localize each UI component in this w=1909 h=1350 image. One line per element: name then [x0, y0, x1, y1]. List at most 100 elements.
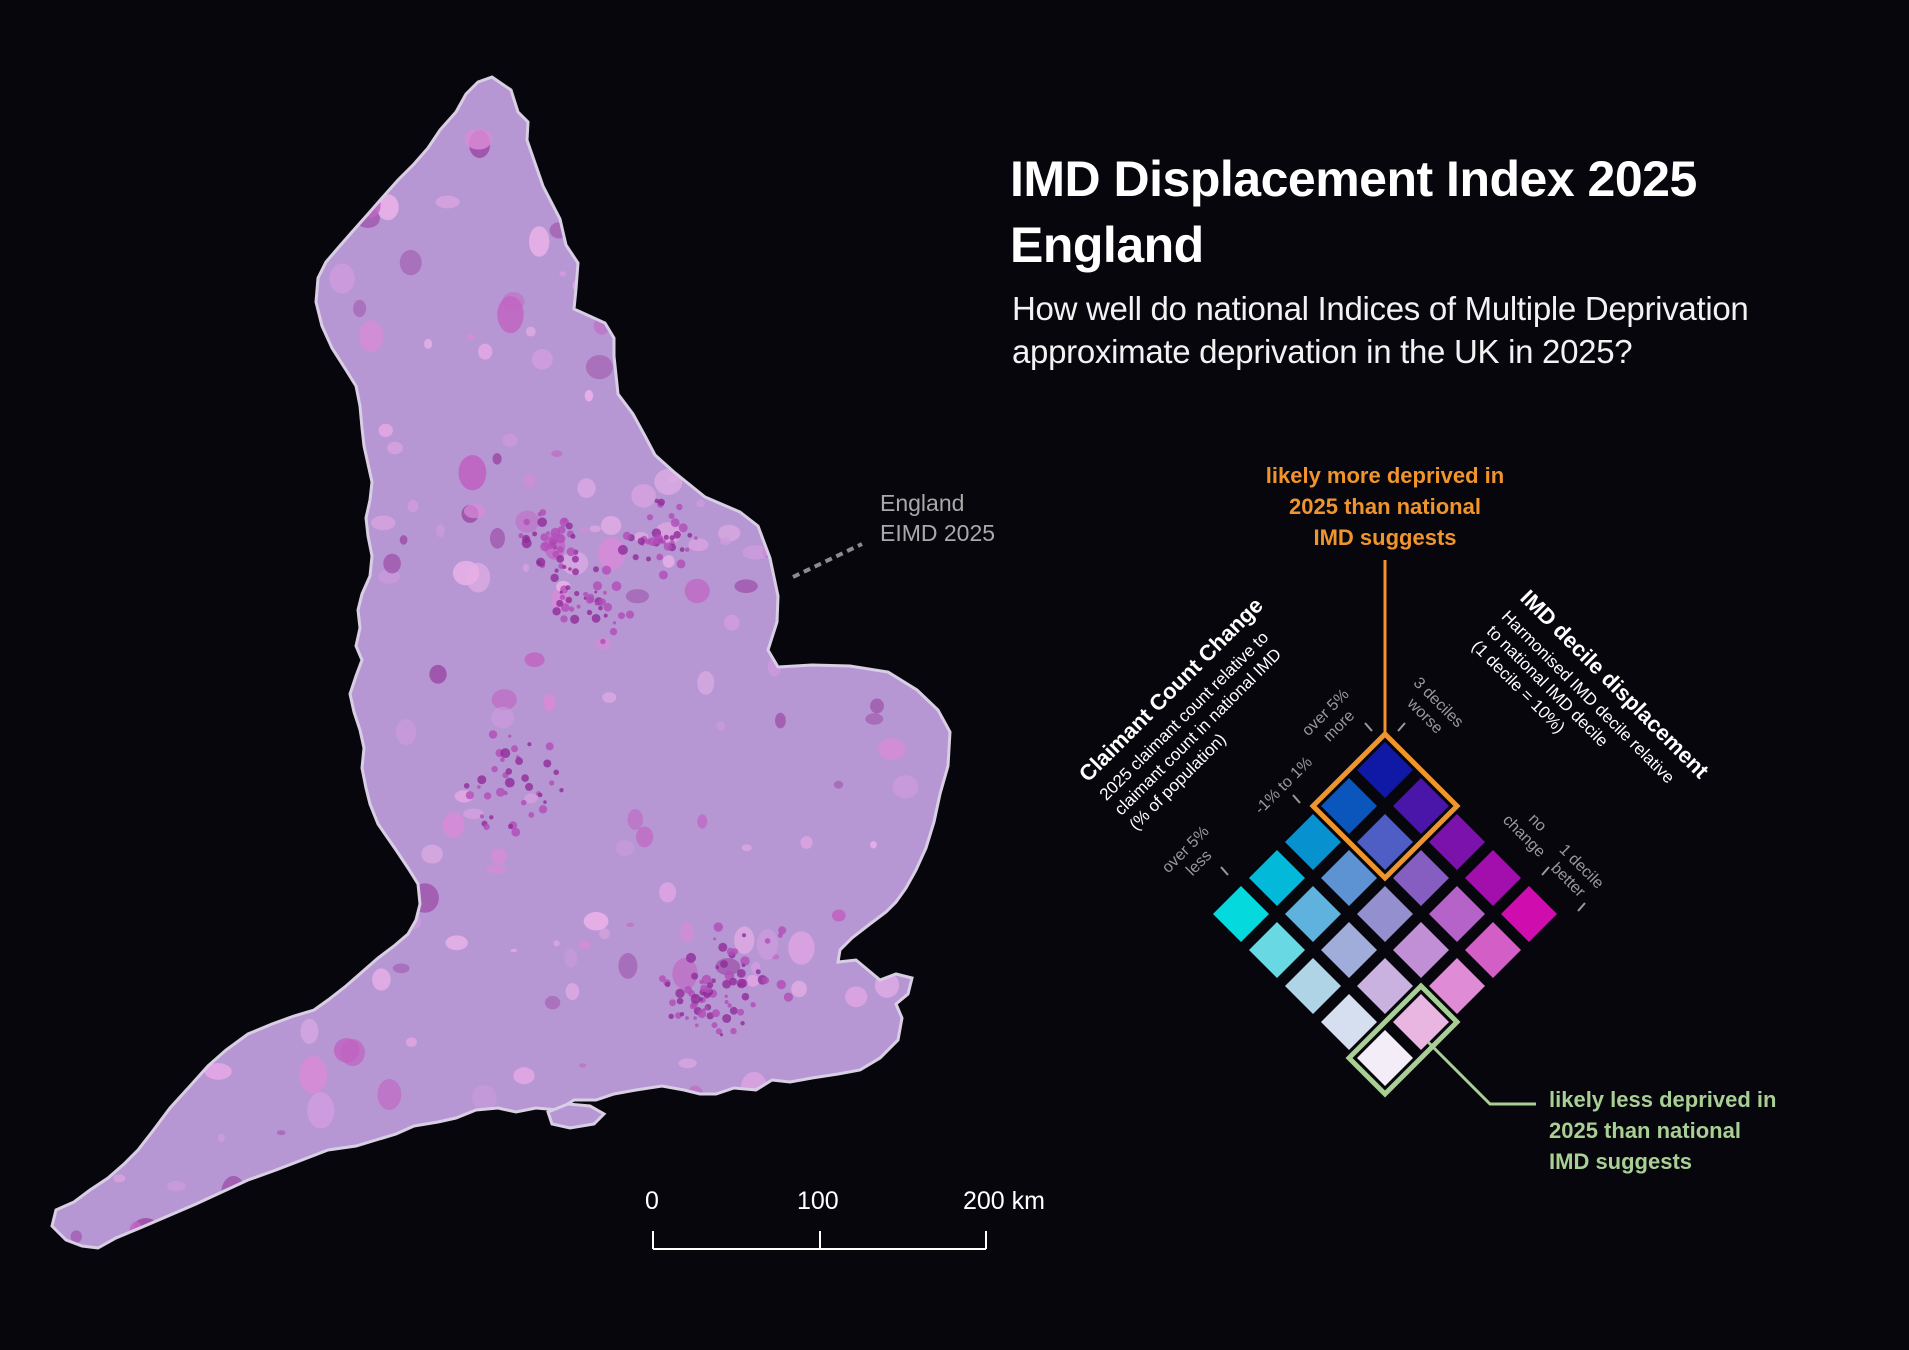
urban-deprivation-dot — [622, 531, 632, 541]
urban-deprivation-dot — [548, 536, 558, 546]
deprivation-patch — [597, 537, 626, 570]
urban-deprivation-dot — [557, 526, 566, 534]
deprivation-patch — [678, 1058, 697, 1069]
england-label-line-1: England — [880, 490, 965, 516]
deprivation-patch — [625, 589, 650, 604]
deprivation-patch — [492, 453, 502, 465]
deprivation-patch — [684, 578, 710, 604]
deprivation-patch — [359, 320, 384, 353]
urban-deprivation-dot — [598, 598, 606, 606]
urban-deprivation-dot — [483, 792, 492, 800]
deprivation-patch — [561, 551, 589, 575]
deprivation-patch — [436, 524, 445, 538]
deprivation-patch — [435, 195, 460, 209]
urban-deprivation-dot — [556, 555, 565, 563]
urban-deprivation-dot — [722, 979, 731, 989]
deprivation-patch — [513, 1067, 535, 1085]
urban-deprivation-dot — [553, 769, 559, 776]
deprivation-patch — [585, 355, 613, 380]
england-map-label: England EIMD 2025 — [880, 488, 995, 548]
deprivation-patch — [724, 614, 740, 631]
deprivation-patch — [719, 537, 731, 545]
legend-cell-r0-c1 — [1393, 778, 1449, 834]
urban-deprivation-dot — [540, 541, 550, 552]
urban-deprivation-dot — [730, 1027, 737, 1035]
deprivation-patch — [491, 706, 515, 729]
urban-deprivation-dot — [598, 605, 603, 611]
urban-deprivation-dot — [715, 1028, 723, 1035]
urban-deprivation-dot — [504, 777, 515, 788]
urban-deprivation-dot — [673, 531, 681, 539]
deprivation-patch — [329, 263, 355, 294]
urban-deprivation-dot — [678, 523, 688, 533]
deprivation-patch — [395, 719, 417, 746]
urban-deprivation-dot — [691, 972, 699, 980]
deprivation-patch — [741, 844, 752, 852]
urban-deprivation-dot — [559, 594, 566, 600]
urban-deprivation-dot — [676, 559, 686, 569]
urban-deprivation-dot — [693, 1016, 697, 1020]
urban-deprivation-dot — [656, 553, 664, 561]
deprivation-patch — [383, 553, 401, 574]
urban-deprivation-dot — [657, 498, 665, 506]
deprivation-patch — [445, 935, 468, 951]
deprivation-patch — [631, 484, 656, 508]
deprivation-patch — [467, 334, 475, 340]
deprivation-patch — [716, 721, 725, 731]
urban-deprivation-dot — [552, 607, 561, 616]
deprivation-patch — [523, 473, 536, 488]
urban-deprivation-dot — [632, 554, 639, 561]
urban-deprivation-dot — [592, 581, 603, 591]
deprivation-patch — [299, 1055, 328, 1094]
deprivation-patch — [577, 478, 596, 499]
deprivation-patch — [583, 912, 609, 931]
urban-deprivation-dot — [511, 827, 521, 837]
urban-deprivation-dot — [729, 977, 737, 986]
urban-deprivation-dot — [711, 1022, 718, 1029]
urban-deprivation-dot — [591, 614, 601, 623]
deprivation-patch — [845, 986, 868, 1008]
urban-deprivation-dot — [722, 1014, 732, 1023]
urban-deprivation-dot — [783, 992, 794, 1002]
title-line-1: IMD Displacement Index 2025 — [1010, 151, 1697, 207]
deprivation-patch — [892, 775, 919, 799]
urban-deprivation-dot — [687, 532, 693, 538]
urban-deprivation-dot — [755, 969, 761, 975]
deprivation-patch — [746, 974, 760, 987]
deprivation-patch — [662, 555, 675, 568]
urban-deprivation-dot — [740, 956, 750, 966]
urban-deprivation-dot — [711, 978, 716, 984]
deprivation-patch — [627, 808, 644, 830]
urban-deprivation-dot — [550, 527, 561, 538]
deprivation-patch — [551, 450, 563, 457]
deprivation-patch — [680, 922, 695, 943]
urban-deprivation-dot — [689, 1003, 697, 1010]
urban-deprivation-dot — [505, 768, 513, 775]
urban-deprivation-dot — [617, 544, 628, 555]
deprivation-patch — [688, 538, 709, 552]
page-title: IMD Displacement Index 2025 England — [1010, 146, 1697, 278]
urban-deprivation-dot — [559, 590, 563, 594]
urban-deprivation-dot — [646, 556, 651, 562]
title-line-2: England — [1010, 217, 1204, 273]
isle-of-wight — [546, 1102, 607, 1130]
callout-more-line-2: 2025 than national — [1289, 494, 1481, 519]
urban-deprivation-dot — [570, 533, 576, 539]
urban-deprivation-dot — [489, 815, 494, 820]
callout-less-deprived: likely less deprived in 2025 than nation… — [1549, 1084, 1776, 1177]
deprivation-patch — [463, 503, 487, 519]
urban-deprivation-dot — [556, 599, 564, 607]
urban-deprivation-dot — [701, 974, 712, 985]
less-deprived-connector — [1426, 1040, 1536, 1106]
legend-cell-r0-c2 — [1429, 814, 1485, 870]
deprivation-patch — [626, 922, 635, 927]
urban-deprivation-dot — [496, 787, 505, 797]
legend-cell-r1-c1 — [1357, 814, 1413, 870]
urban-deprivation-dot — [552, 544, 557, 549]
urban-deprivation-dot — [668, 1013, 674, 1019]
legend-cell-r0-c3 — [1465, 850, 1521, 906]
urban-deprivation-dot — [547, 543, 554, 549]
urban-deprivation-dot — [675, 988, 685, 998]
urban-deprivation-dot — [776, 979, 786, 990]
deprivation-patch — [276, 1130, 286, 1136]
